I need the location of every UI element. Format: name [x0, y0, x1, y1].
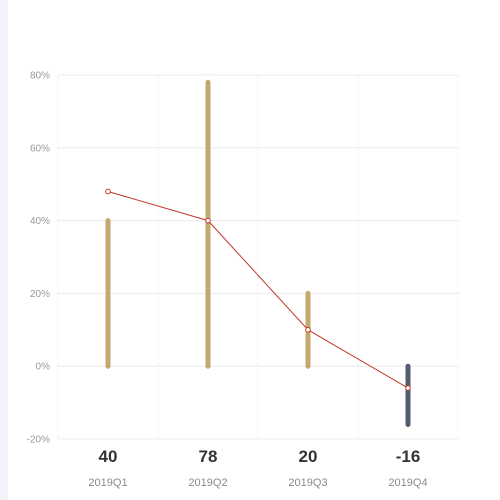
grid-lines — [57, 74, 459, 440]
y-tick-label: 40% — [30, 216, 50, 227]
y-tick-label: 60% — [30, 143, 50, 154]
value-label: -16 — [396, 447, 421, 466]
trend-point-2019Q4 — [405, 385, 411, 391]
value-label: 20 — [299, 447, 318, 466]
y-tick-label: 80% — [30, 71, 50, 82]
trend-point-2019Q2 — [205, 217, 211, 224]
y-tick-label: 20% — [30, 289, 50, 300]
value-label: 78 — [199, 447, 218, 466]
category-labels: 40 2019Q1 78 2019Q2 20 2019Q3 -16 2019Q4 — [88, 447, 427, 489]
x-tick-label: 2019Q4 — [388, 477, 427, 489]
x-tick-label: 2019Q1 — [88, 477, 127, 489]
left-panel-strip — [0, 0, 8, 500]
y-axis: -20% 0% 20% 40% 60% 80% — [27, 71, 50, 446]
y-tick-label: -20% — [27, 435, 50, 446]
trend-line — [105, 188, 411, 391]
value-label: 40 — [99, 447, 118, 466]
trend-point-2019Q3 — [305, 327, 311, 333]
trend-line-path — [107, 190, 409, 389]
x-tick-label: 2019Q2 — [188, 477, 227, 489]
x-tick-label: 2019Q3 — [288, 477, 327, 489]
trend-point-2019Q1 — [105, 188, 111, 195]
y-tick-label: 0% — [36, 362, 51, 373]
